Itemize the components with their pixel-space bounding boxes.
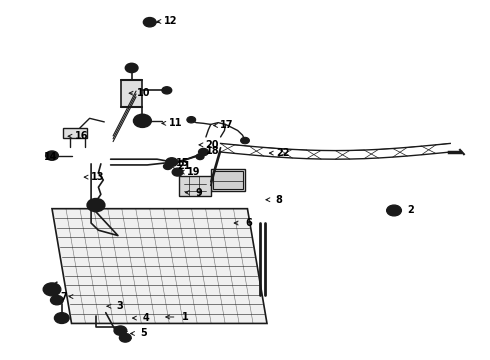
Polygon shape <box>52 209 267 323</box>
Circle shape <box>54 313 69 323</box>
Circle shape <box>198 148 208 156</box>
Text: 7: 7 <box>61 292 68 302</box>
Text: 4: 4 <box>143 313 149 323</box>
Polygon shape <box>179 176 211 196</box>
Circle shape <box>163 163 172 170</box>
Text: 16: 16 <box>75 131 89 141</box>
Text: 15: 15 <box>176 158 190 168</box>
Circle shape <box>196 154 204 159</box>
Text: 5: 5 <box>141 328 147 338</box>
Circle shape <box>123 336 127 339</box>
Circle shape <box>125 63 138 73</box>
Text: 21: 21 <box>178 161 191 171</box>
Circle shape <box>147 21 152 24</box>
Circle shape <box>114 326 127 335</box>
Polygon shape <box>211 169 245 191</box>
Circle shape <box>134 114 151 127</box>
Text: 3: 3 <box>116 301 123 311</box>
Text: 9: 9 <box>196 188 202 198</box>
Bar <box>121 81 143 107</box>
Circle shape <box>139 118 147 124</box>
Circle shape <box>46 151 58 160</box>
Circle shape <box>120 333 131 342</box>
Text: 18: 18 <box>205 146 219 156</box>
Circle shape <box>241 137 249 144</box>
Text: 1: 1 <box>182 312 189 322</box>
Circle shape <box>54 298 59 302</box>
Circle shape <box>144 18 156 27</box>
Circle shape <box>87 199 105 212</box>
Circle shape <box>162 87 172 94</box>
Circle shape <box>43 283 61 296</box>
Text: 17: 17 <box>220 121 234 130</box>
Text: 2: 2 <box>407 206 414 216</box>
Circle shape <box>391 208 397 213</box>
Circle shape <box>387 205 401 216</box>
Text: 20: 20 <box>205 140 219 150</box>
Text: 22: 22 <box>276 148 290 158</box>
Text: 8: 8 <box>276 195 283 205</box>
Circle shape <box>50 296 63 305</box>
Circle shape <box>166 158 177 166</box>
Bar <box>213 171 243 189</box>
Text: 12: 12 <box>164 17 177 27</box>
Circle shape <box>172 168 183 176</box>
Bar <box>63 128 87 138</box>
Text: 10: 10 <box>137 88 150 98</box>
Text: 14: 14 <box>44 152 57 162</box>
Circle shape <box>118 329 123 332</box>
Text: 6: 6 <box>245 218 252 228</box>
Circle shape <box>187 117 196 123</box>
Text: 19: 19 <box>188 167 201 177</box>
Text: 13: 13 <box>91 172 104 182</box>
Text: 11: 11 <box>169 118 182 128</box>
